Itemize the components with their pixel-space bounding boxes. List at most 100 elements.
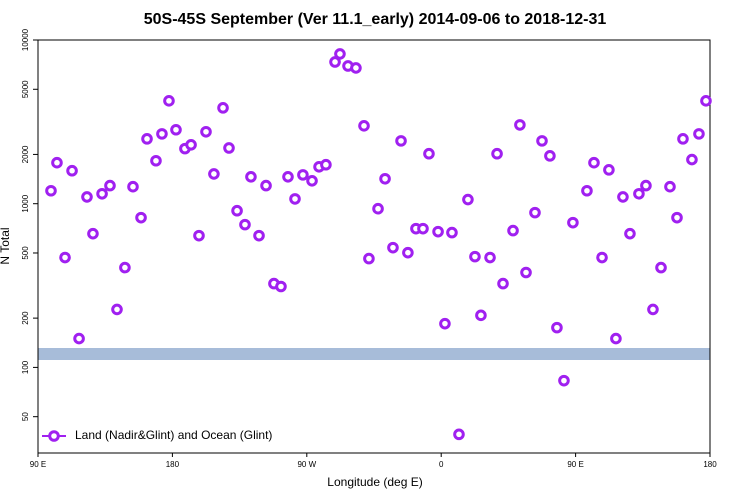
data-point	[693, 128, 705, 140]
data-point	[119, 261, 131, 274]
data-point	[446, 226, 458, 239]
data-point	[297, 169, 309, 181]
data-point	[350, 62, 362, 74]
data-point	[104, 179, 116, 192]
data-point	[51, 156, 63, 169]
data-point	[581, 184, 593, 197]
data-point	[387, 241, 399, 254]
plot-frame	[37, 39, 711, 454]
data-point	[289, 193, 301, 205]
data-point	[156, 128, 168, 140]
data-point	[497, 277, 509, 290]
data-point	[640, 179, 652, 192]
data-point	[141, 133, 153, 145]
data-point	[491, 147, 503, 160]
x-tick-label: 180	[166, 460, 180, 469]
data-point	[596, 251, 608, 264]
data-point	[475, 309, 487, 322]
data-point	[87, 227, 99, 240]
y-tick-label: 100	[21, 360, 30, 374]
data-point	[59, 251, 71, 264]
data-point	[239, 218, 251, 231]
data-point	[439, 317, 451, 330]
data-point	[223, 142, 235, 154]
data-point	[372, 202, 384, 215]
data-point	[514, 119, 526, 131]
y-tick-label: 5000	[21, 80, 30, 98]
data-point	[66, 164, 78, 177]
data-point	[617, 191, 629, 203]
data-point	[671, 211, 683, 224]
x-axis-label: Longitude (deg E)	[327, 475, 422, 489]
data-point	[469, 250, 481, 263]
data-point	[185, 138, 197, 151]
y-tick-label: 500	[21, 246, 30, 260]
legend-marker	[48, 430, 60, 442]
data-point	[193, 229, 205, 242]
y-axis-label: N Total	[0, 227, 12, 264]
data-point	[135, 211, 147, 224]
data-point	[329, 56, 341, 68]
data-point	[245, 170, 257, 183]
x-tick-label: 90 E	[567, 460, 583, 469]
data-point	[379, 172, 391, 185]
data-point	[163, 95, 175, 107]
data-point	[507, 224, 519, 237]
data-point	[520, 266, 532, 279]
x-tick-label: 0	[439, 460, 444, 469]
data-point	[127, 180, 139, 193]
data-point	[275, 280, 287, 293]
data-point	[253, 229, 265, 242]
data-point	[603, 164, 615, 176]
data-point	[633, 187, 645, 200]
data-point	[677, 133, 689, 145]
data-point	[200, 125, 212, 138]
data-point	[96, 187, 108, 200]
data-point	[551, 321, 563, 334]
x-tick-label: 90 E	[30, 460, 46, 469]
data-point	[700, 95, 712, 107]
data-point	[260, 179, 272, 192]
y-tick-label: 2000	[21, 145, 30, 163]
data-point	[45, 184, 57, 197]
data-point	[363, 252, 375, 265]
data-point	[432, 225, 444, 238]
data-point	[610, 332, 622, 345]
data-point	[231, 204, 243, 217]
data-point	[395, 135, 407, 147]
y-tick-label: 1000	[21, 194, 30, 212]
data-point	[536, 135, 548, 147]
data-point	[647, 303, 659, 316]
y-tick-label: 10000	[21, 28, 30, 51]
data-point	[306, 175, 318, 187]
data-point	[111, 303, 123, 316]
y-tick-label: 50	[21, 412, 30, 421]
data-point	[655, 261, 667, 274]
data-point	[588, 156, 600, 169]
data-point	[664, 180, 676, 193]
x-tick-label: 90 W	[297, 460, 316, 469]
data-point	[529, 206, 541, 219]
data-point	[150, 154, 162, 167]
data-point	[320, 158, 332, 171]
data-point	[686, 153, 698, 166]
data-point	[417, 222, 429, 235]
ocean-band	[38, 348, 710, 360]
data-point	[453, 428, 465, 441]
data-point	[208, 168, 220, 180]
data-point	[402, 246, 414, 259]
x-tick-label: 180	[703, 460, 717, 469]
data-point	[558, 374, 570, 387]
data-point	[462, 193, 474, 206]
data-point	[423, 147, 435, 160]
y-tick-label: 200	[21, 311, 30, 325]
data-point	[217, 102, 229, 114]
data-point	[334, 48, 346, 60]
data-point	[73, 332, 85, 345]
data-point	[567, 216, 579, 229]
legend-label: Land (Nadir&Glint) and Ocean (Glint)	[75, 428, 272, 442]
data-point	[170, 123, 182, 136]
chart-title: 50S-45S September (Ver 11.1_early) 2014-…	[144, 11, 607, 28]
data-point	[484, 251, 496, 264]
